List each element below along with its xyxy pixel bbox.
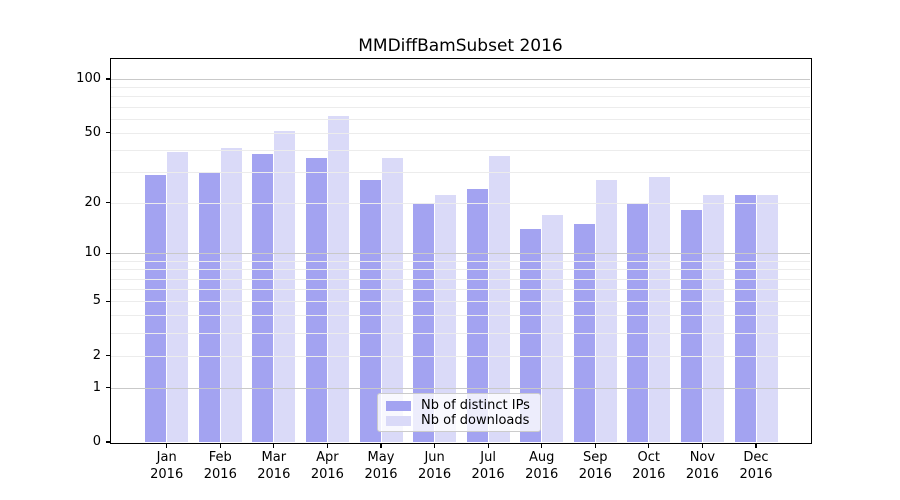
legend-item-downloads: Nb of downloads xyxy=(386,413,532,428)
major-gridline xyxy=(111,387,810,389)
y-tick-label: 2 xyxy=(92,347,101,363)
x-tick-mark xyxy=(166,443,168,448)
legend: Nb of distinct IPs Nb of downloads xyxy=(377,393,541,432)
bar-downloads xyxy=(595,179,617,442)
bar-downloads xyxy=(167,151,189,442)
x-tick-mark xyxy=(648,443,650,448)
axis-ticks-layer: 0 1 2 5 10 20 50 100 Jan 2016 Feb 2016 Mar 2016 Apr… xyxy=(76,59,810,482)
minor-gridline xyxy=(111,278,810,280)
x-tick-label: Jun 2016 xyxy=(418,450,452,482)
legend-swatch-distinct-ips-icon xyxy=(386,400,411,411)
x-tick-mark xyxy=(433,443,436,448)
x-tick-label: Dec 2016 xyxy=(739,450,773,482)
bar-distinct-ips xyxy=(520,229,542,442)
x-tick-mark xyxy=(487,443,489,448)
major-gridline xyxy=(111,79,810,80)
bar-downloads xyxy=(274,131,296,442)
y-tick-label: 5 xyxy=(92,293,101,309)
y-tick-mark xyxy=(105,300,110,302)
y-tick-label: 20 xyxy=(84,194,101,210)
major-gridline xyxy=(111,253,810,255)
bar-distinct-ips xyxy=(145,174,167,442)
x-tick-label: Nov 2016 xyxy=(685,450,719,482)
gridlines-layer xyxy=(111,59,810,442)
minor-gridline xyxy=(111,355,810,357)
bar-downloads xyxy=(381,158,403,442)
bar-downloads xyxy=(542,214,564,442)
bar-distinct-ips xyxy=(627,202,649,442)
bar-distinct-ips xyxy=(734,195,756,442)
x-tick-mark xyxy=(755,443,757,448)
y-tick-label: 10 xyxy=(84,245,101,261)
minor-gridline xyxy=(111,87,810,89)
bar-downloads xyxy=(435,195,457,442)
x-tick-label: Feb 2016 xyxy=(203,450,237,482)
bar-downloads xyxy=(702,195,724,442)
y-tick-label: 1 xyxy=(92,379,101,395)
y-tick-mark xyxy=(105,386,110,389)
bar-downloads xyxy=(488,155,510,442)
minor-gridline xyxy=(111,301,810,303)
x-tick-mark xyxy=(219,443,221,448)
bar-distinct-ips xyxy=(252,153,274,442)
x-tick-label: Aug 2016 xyxy=(525,450,559,482)
bar-distinct-ips xyxy=(573,223,595,442)
bar-distinct-ips xyxy=(305,158,327,442)
bar-downloads xyxy=(220,148,242,442)
bar-downloads xyxy=(756,195,778,442)
x-tick-mark xyxy=(273,443,275,448)
chart-title: MMDiffBamSubset 2016 xyxy=(358,36,563,56)
x-tick-mark xyxy=(701,443,704,448)
y-tick-mark xyxy=(105,252,110,255)
minor-gridline xyxy=(111,118,810,120)
x-tick-label: Jul 2016 xyxy=(471,450,505,482)
minor-gridline xyxy=(111,269,810,271)
bar-downloads xyxy=(649,177,671,442)
bar-distinct-ips xyxy=(198,171,220,442)
legend-label-downloads: Nb of downloads xyxy=(421,413,530,428)
x-tick-label: May 2016 xyxy=(364,450,398,482)
bars-layer xyxy=(111,59,810,442)
y-tick-mark xyxy=(105,355,110,357)
minor-gridline xyxy=(111,149,810,151)
y-tick-label: 100 xyxy=(76,71,101,86)
x-tick-label: Sep 2016 xyxy=(578,450,612,482)
legend-swatch-downloads-icon xyxy=(386,415,411,426)
minor-gridline xyxy=(111,106,810,108)
x-tick-label: Mar 2016 xyxy=(257,450,291,482)
x-tick-label: Oct 2016 xyxy=(632,450,666,482)
plot-area: 0 1 2 5 10 20 50 100 Jan 2016 Feb 2016 Mar 2016 Apr… xyxy=(76,57,812,482)
minor-gridline xyxy=(111,333,810,334)
y-tick-mark xyxy=(105,441,110,443)
y-tick-mark xyxy=(105,78,110,80)
y-tick-label: 50 xyxy=(84,124,101,140)
y-tick-label: 0 xyxy=(92,434,101,449)
x-tick-mark xyxy=(594,443,596,448)
legend-label-distinct-ips: Nb of distinct IPs xyxy=(421,398,530,413)
minor-gridline xyxy=(111,132,810,134)
bar-distinct-ips xyxy=(359,179,381,442)
legend-item-distinct-ips: Nb of distinct IPs xyxy=(386,398,532,413)
bar-distinct-ips xyxy=(413,202,435,442)
minor-gridline xyxy=(111,171,810,173)
x-tick-mark xyxy=(326,443,329,448)
minor-gridline xyxy=(111,315,810,317)
y-tick-mark xyxy=(105,201,110,204)
y-tick-mark xyxy=(105,132,110,134)
minor-gridline xyxy=(111,96,810,98)
x-tick-mark xyxy=(380,443,382,448)
x-tick-label: Jan 2016 xyxy=(150,450,184,482)
bar-distinct-ips xyxy=(680,210,702,442)
minor-gridline xyxy=(111,289,810,290)
minor-gridline xyxy=(111,202,810,204)
minor-gridline xyxy=(111,260,810,262)
x-tick-mark xyxy=(541,443,543,448)
x-tick-label: Apr 2016 xyxy=(310,450,344,482)
